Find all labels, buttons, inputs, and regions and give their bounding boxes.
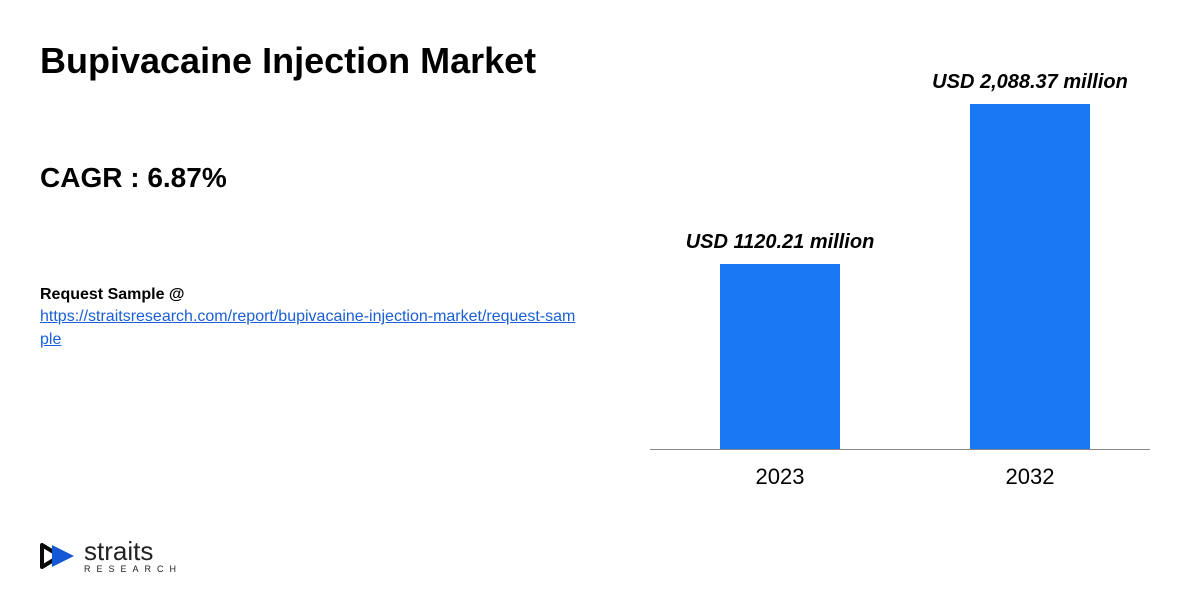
request-label: Request Sample @ bbox=[40, 286, 185, 303]
logo-mark-icon bbox=[40, 537, 78, 575]
logo-triangle-fill bbox=[52, 545, 74, 567]
market-bar-chart: USD 1120.21 millionUSD 2,088.37 million … bbox=[650, 20, 1150, 500]
chart-bar bbox=[970, 104, 1090, 449]
chart-plot-area: USD 1120.21 millionUSD 2,088.37 million bbox=[650, 70, 1150, 450]
page-root: Bupivacaine Injection Market CAGR : 6.87… bbox=[0, 0, 1200, 600]
request-sample-link[interactable]: https://straitsresearch.com/report/bupiv… bbox=[40, 308, 575, 347]
request-sample-block: Request Sample @ https://straitsresearch… bbox=[40, 284, 580, 351]
bar-value-label: USD 2,088.37 million bbox=[900, 71, 1160, 94]
chart-bar bbox=[720, 264, 840, 449]
bar-value-label: USD 1120.21 million bbox=[650, 231, 910, 254]
bar-x-label: 2032 bbox=[970, 464, 1090, 490]
logo-text: straits RESEARCH bbox=[84, 538, 182, 574]
brand-logo: straits RESEARCH bbox=[40, 537, 182, 575]
logo-text-sub: RESEARCH bbox=[84, 565, 182, 574]
bar-x-label: 2023 bbox=[720, 464, 840, 490]
logo-text-main: straits bbox=[84, 538, 182, 564]
